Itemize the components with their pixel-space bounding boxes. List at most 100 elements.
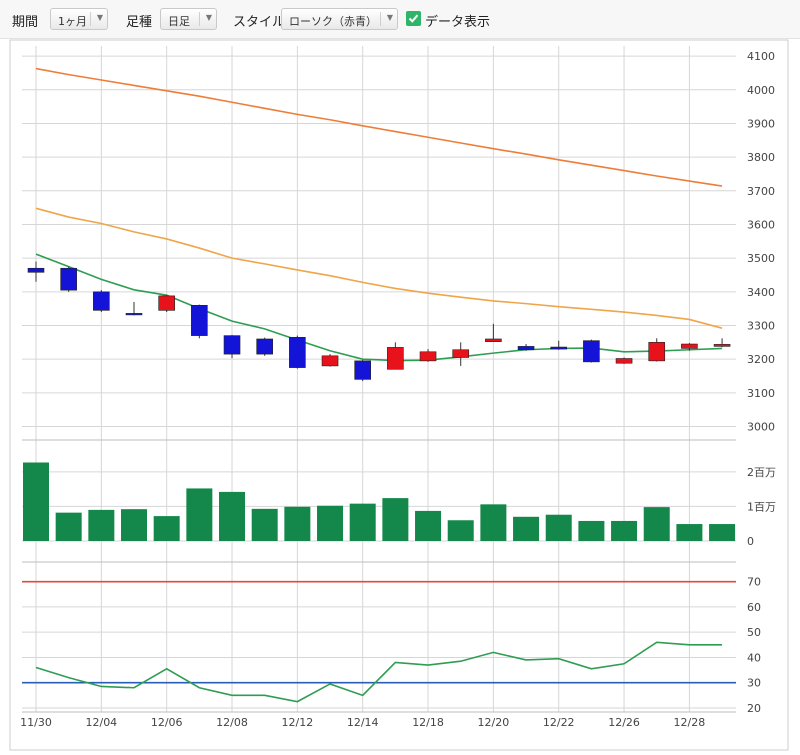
candle-body: [452, 349, 470, 358]
candle-body: [713, 344, 731, 347]
price-tick-label: 3500: [747, 252, 775, 265]
date-tick-label: 12/28: [674, 716, 706, 729]
volume-bar: [709, 524, 736, 541]
volume-bar: [186, 488, 213, 541]
volume-bar: [251, 508, 278, 541]
moving-average-line: [35, 67, 723, 187]
price-tick-label: 3000: [747, 421, 775, 434]
volume-bar: [121, 509, 148, 541]
indicator-lines: [22, 580, 736, 703]
volume-bar: [219, 491, 246, 541]
style-label: スタイル: [233, 15, 286, 30]
candle-body: [387, 347, 404, 370]
volume-bar: [611, 520, 638, 541]
volume-bar: [643, 507, 670, 541]
indicator-tick-label: 30: [747, 677, 761, 690]
volume-tick-label: 2百万: [747, 466, 776, 479]
stock-chart: 3000 3100 3200 3300 3400 3500 3600 3700 3800 3900…: [9, 39, 789, 751]
volume-tick-label: 1百万: [747, 500, 776, 513]
date-tick-label: 12/22: [543, 716, 575, 729]
candle-body: [223, 335, 241, 355]
period-value: 1ヶ月: [58, 15, 87, 28]
date-tick-label: 12/14: [347, 716, 379, 729]
chevron-down-icon: ▼: [205, 13, 212, 22]
checkmark-icon: [408, 14, 419, 23]
volume-bar: [382, 498, 409, 541]
candle-body: [354, 360, 372, 380]
price-tick-label: 3100: [747, 387, 775, 400]
style-value: ローソク（赤青）: [289, 15, 377, 28]
price-candles: [27, 261, 731, 382]
volume-bar: [415, 510, 442, 541]
volume-bar: [447, 520, 474, 541]
bar-type-label: 足種: [126, 15, 153, 30]
candle-body: [256, 338, 273, 355]
date-tick-label: 12/26: [608, 716, 640, 729]
price-tick-label: 3200: [747, 353, 775, 366]
candle-body: [125, 313, 143, 316]
volume-bar: [676, 524, 703, 541]
date-tick-label: 12/20: [478, 716, 510, 729]
volume-bar: [545, 514, 572, 541]
indicator-tick-label: 20: [747, 702, 761, 715]
candle-body: [648, 342, 666, 362]
candle-body: [191, 304, 208, 336]
chevron-down-icon: ▼: [386, 13, 393, 22]
date-tick-label: 11/30: [20, 716, 52, 729]
indicator-tick-label: 60: [747, 601, 761, 614]
volume-tick-label: 0: [747, 535, 754, 548]
volume-bar: [513, 516, 540, 541]
dropdown-separator: [380, 12, 381, 26]
date-tick-label: 12/18: [412, 716, 444, 729]
indicator-line: [35, 641, 723, 703]
volume-bar: [88, 509, 115, 541]
volume-bar: [317, 505, 344, 541]
date-tick-label: 12/08: [216, 716, 248, 729]
candle-body: [517, 346, 535, 351]
candle-body: [419, 351, 437, 362]
chevron-down-icon: ▼: [96, 13, 103, 22]
indicator-tick-label: 50: [747, 626, 761, 639]
candle-body: [681, 343, 698, 349]
volume-bar: [55, 512, 82, 541]
candle-body: [93, 291, 110, 311]
candle-body: [583, 340, 600, 363]
candle-body: [321, 355, 339, 367]
candle-body: [60, 267, 77, 291]
candle-body: [550, 346, 568, 350]
volume-bar: [153, 516, 180, 541]
style-dropdown[interactable]: ローソク（赤青） ▼: [281, 8, 398, 30]
data-display-label: データ表示: [425, 15, 491, 30]
dropdown-separator: [199, 12, 200, 26]
candle-body: [485, 338, 502, 342]
period-label: 期間: [12, 15, 39, 30]
chart-toolbar: 期間 1ヶ月 ▼ 足種 日足 ▼ スタイル ローソク（赤青） ▼ データ表示: [0, 0, 800, 39]
price-tick-label: 3300: [747, 320, 775, 333]
data-display-checkbox[interactable]: [406, 11, 421, 26]
bar-type-value: 日足: [168, 15, 190, 28]
period-dropdown[interactable]: 1ヶ月 ▼: [50, 8, 108, 30]
price-tick-label: 3800: [747, 151, 775, 164]
dropdown-separator: [90, 12, 91, 26]
date-tick-label: 12/04: [85, 716, 117, 729]
indicator-tick-label: 70: [747, 576, 761, 589]
volume-bar: [349, 503, 376, 541]
moving-average-line: [35, 253, 723, 362]
chart-frame: [9, 39, 789, 751]
moving-average-line: [35, 207, 723, 329]
price-tick-label: 4100: [747, 50, 775, 63]
candle-body: [158, 295, 175, 311]
candle-body: [27, 267, 45, 273]
date-tick-label: 12/06: [151, 716, 183, 729]
price-tick-label: 3400: [747, 286, 775, 299]
price-tick-label: 3600: [747, 218, 775, 231]
volume-bar: [23, 462, 49, 541]
volume-bars: [23, 462, 736, 541]
bar-type-dropdown[interactable]: 日足 ▼: [160, 8, 217, 30]
volume-bar: [284, 506, 311, 541]
price-tick-label: 3900: [747, 117, 775, 130]
price-tick-label: 3700: [747, 185, 775, 198]
volume-bar: [480, 504, 507, 541]
moving-average-lines: [35, 67, 723, 362]
price-tick-label: 4000: [747, 84, 775, 97]
